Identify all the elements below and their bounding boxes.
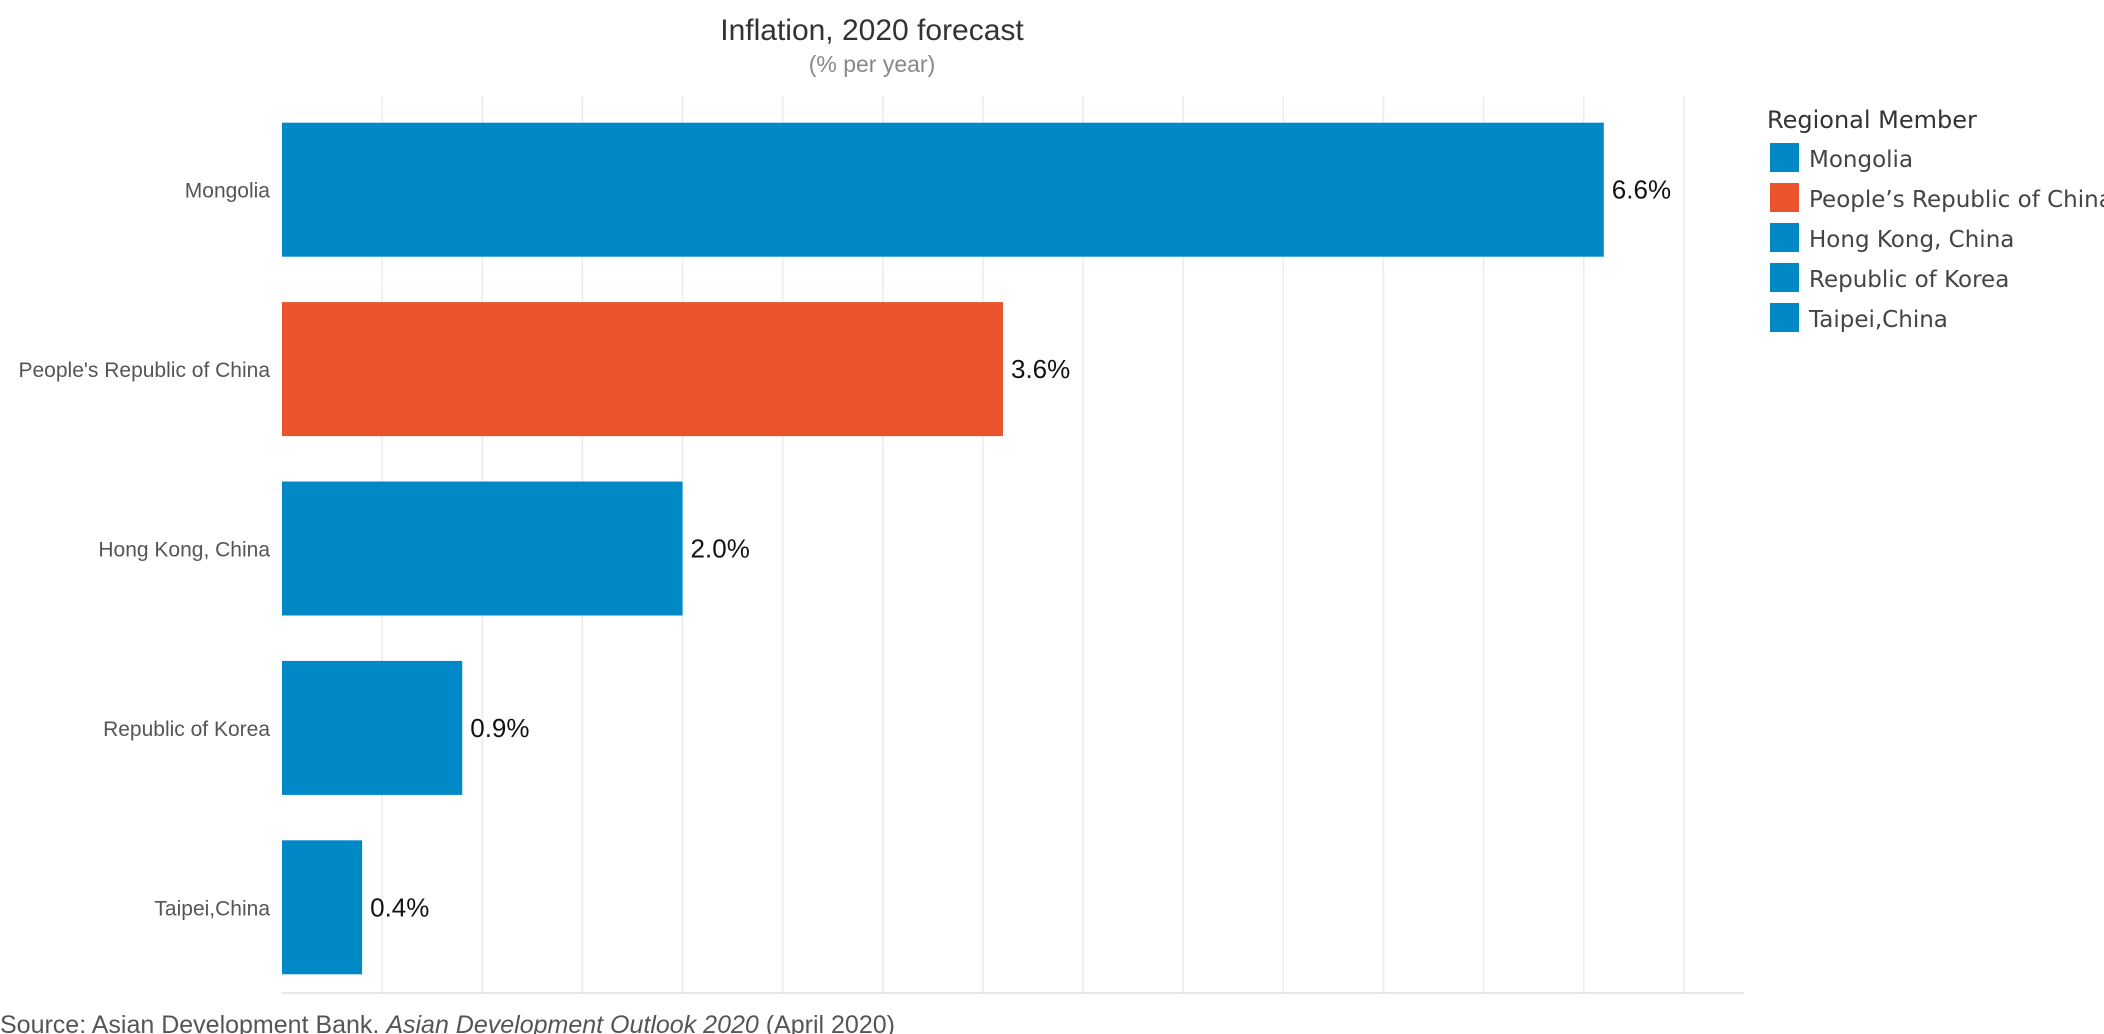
value-labels: 6.6% 3.6% 2.0% 0.9% 0.4% [370,175,1671,923]
category-label-4: Taipei,China [154,897,270,920]
value-label-3: 0.9% [470,713,529,743]
category-label-0: Mongolia [185,180,271,203]
legend-swatch-2 [1770,223,1799,252]
legend: Regional Member Mongolia People’s Republi… [1767,106,2104,333]
source-suffix: (April 2020) [759,1011,895,1034]
category-label-2: Hong Kong, China [98,539,270,562]
bar-0 [282,122,1604,257]
value-label-1: 3.6% [1011,354,1070,384]
source-prefix: Source: Asian Development Bank. [0,1011,386,1034]
bars [282,122,1604,975]
bar-2 [282,481,683,616]
source-publication: Asian Development Outlook 2020 [384,1011,759,1034]
legend-swatch-4 [1770,303,1799,332]
legend-label-4: Taipei,China [1808,307,1948,333]
value-label-2: 2.0% [691,534,750,564]
legend-label-2: Hong Kong, China [1809,227,2014,253]
chart-title: Inflation, 2020 forecast [720,14,1024,47]
category-label-1: People's Republic of China [19,359,271,382]
legend-swatch-0 [1770,143,1799,172]
bar-1 [282,302,1003,437]
legend-label-1: People’s Republic of China [1809,187,2104,213]
legend-swatch-1 [1770,183,1799,212]
legend-swatch-3 [1770,263,1799,292]
legend-items: Mongolia People’s Republic of China Hong K… [1770,143,2104,333]
legend-label-0: Mongolia [1809,147,1913,173]
legend-title: Regional Member [1767,106,1977,134]
source-note: Source: Asian Development Bank. Asian De… [0,1011,895,1034]
chart-subtitle: (% per year) [809,51,936,77]
category-labels: Mongolia People's Republic of China Hong K… [19,180,271,921]
bar-3 [282,660,463,795]
value-label-0: 6.6% [1612,175,1671,205]
legend-label-3: Republic of Korea [1809,267,2009,293]
value-label-4: 0.4% [370,892,429,922]
category-label-3: Republic of Korea [103,718,270,741]
bar-4 [282,840,363,975]
